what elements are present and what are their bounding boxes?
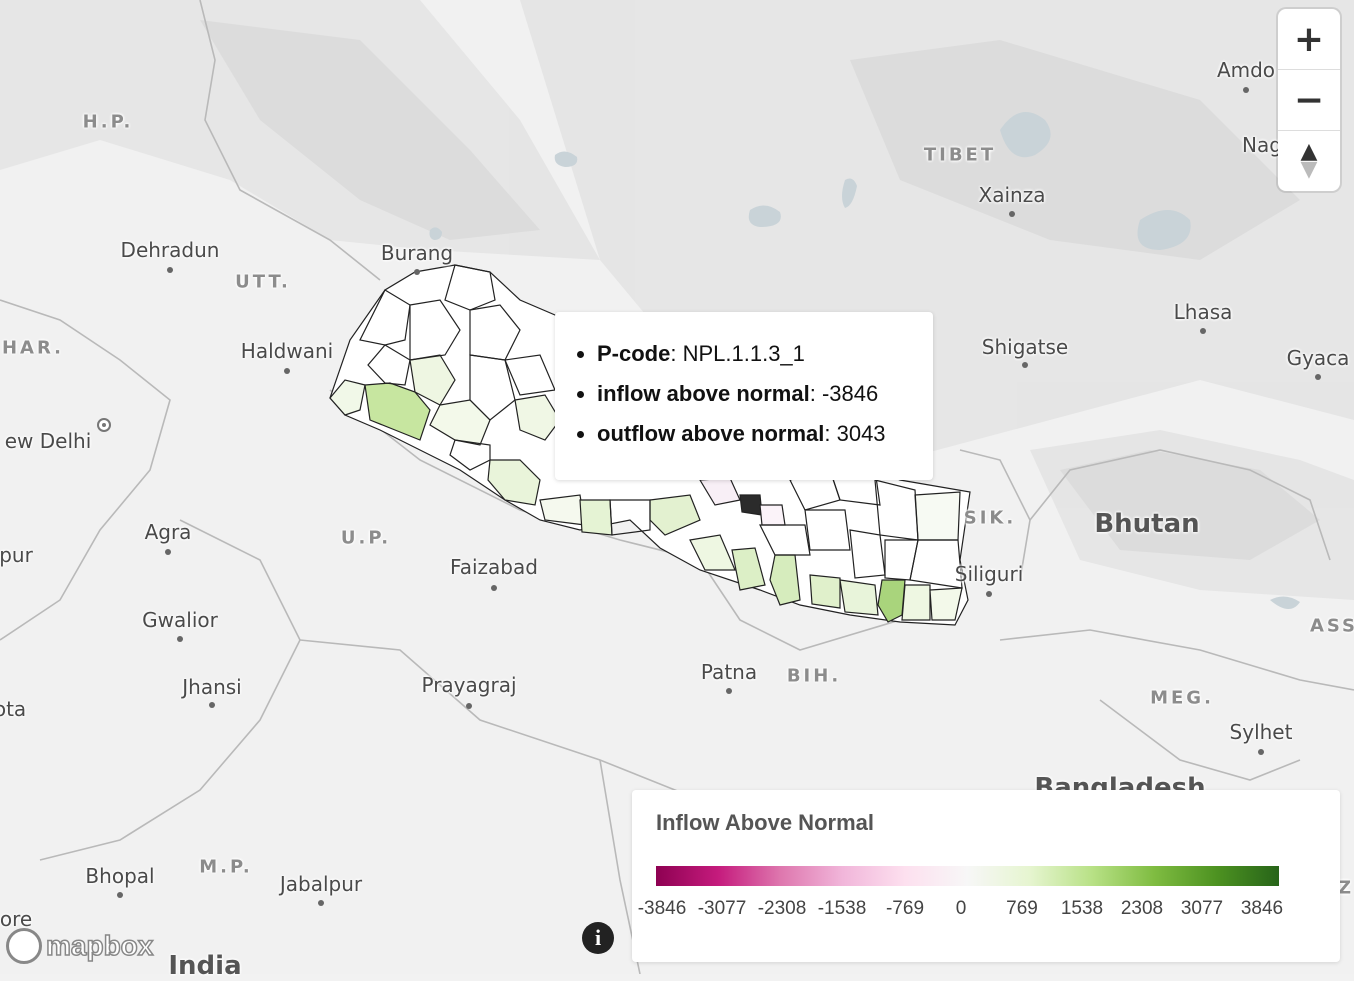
city-dot — [1009, 211, 1015, 217]
city-dot — [726, 688, 732, 694]
city-label: Gyaca — [1286, 346, 1350, 370]
tooltip-key: inflow above normal — [597, 381, 810, 406]
city-dot — [1243, 87, 1249, 93]
city-dot — [986, 591, 992, 597]
city-dot — [1315, 374, 1321, 380]
city-label: ew Delhi — [4, 429, 92, 453]
tooltip-key: P-code — [597, 341, 671, 366]
city-label: ore — [0, 907, 33, 931]
legend-tick-label: -1538 — [817, 898, 867, 919]
region-label: TIBET — [923, 144, 997, 166]
mapbox-logo-icon — [6, 928, 42, 964]
zoom-out-button[interactable]: − — [1278, 70, 1340, 131]
city-dot — [284, 368, 290, 374]
legend-tick-label: 3077 — [1180, 898, 1224, 919]
city-label: Nag — [1242, 133, 1282, 157]
region-label: SIK. — [963, 507, 1017, 529]
city-dot — [209, 702, 215, 708]
compass-south-icon: ▼ — [1300, 157, 1318, 182]
lakes — [429, 112, 1300, 610]
city-label: Agra — [144, 520, 192, 544]
city-label: Burang — [380, 241, 454, 265]
region-label: H.P. — [82, 111, 134, 133]
city-label: Jhansi — [182, 675, 242, 699]
tooltip-value: NPL.1.1.3_1 — [682, 341, 805, 366]
city-dot — [491, 585, 497, 591]
city-label: Amdo — [1216, 58, 1276, 82]
legend-tick-label: -769 — [885, 898, 925, 919]
city-label: Dehradun — [120, 238, 220, 262]
legend-tick-label: 2308 — [1120, 898, 1164, 919]
city-label: Sylhet — [1229, 720, 1293, 744]
info-icon[interactable]: i — [582, 922, 614, 954]
tooltip-item: outflow above normal: 3043 — [597, 414, 933, 454]
legend-color-ramp — [656, 866, 1279, 886]
legend-title: Inflow Above Normal — [656, 810, 874, 835]
region-label: U.P. — [340, 527, 392, 549]
city-dot — [165, 549, 171, 555]
district-tooltip: P-code: NPL.1.1.3_1inflow above normal: … — [555, 312, 933, 480]
mapbox-logo-text: mapbox — [45, 929, 154, 962]
region-label: MEG. — [1150, 687, 1214, 709]
city-dot — [177, 636, 183, 642]
tooltip-value: 3043 — [836, 421, 886, 446]
region-label: HAR. — [1, 337, 65, 359]
legend-tick-label: -3077 — [697, 898, 747, 919]
city-dot — [1022, 362, 1028, 368]
legend-tick-label: 0 — [955, 898, 967, 919]
city-label: Faizabad — [450, 555, 538, 579]
city-dot — [117, 892, 123, 898]
city-label: Haldwani — [240, 339, 334, 363]
country-label: India — [168, 951, 242, 981]
region-label: M.P. — [199, 856, 253, 878]
city-label: Prayagraj — [421, 673, 517, 697]
region-label: UTT. — [235, 271, 291, 293]
capital-marker-icon — [97, 418, 111, 432]
city-label: Gwalior — [142, 608, 218, 632]
city-label: Bhopal — [85, 864, 155, 888]
tooltip-item: P-code: NPL.1.1.3_1 — [597, 334, 933, 374]
legend-tick-label: 1538 — [1060, 898, 1104, 919]
tooltip-item: inflow above normal: -3846 — [597, 374, 933, 414]
legend-tick-label: 769 — [1006, 898, 1038, 919]
region-label: ASS — [1309, 615, 1354, 637]
city-label: Xainza — [978, 183, 1046, 207]
city-label: Patna — [700, 660, 758, 684]
map-controls: + − ▲ ▼ — [1278, 9, 1340, 191]
country-label: Bhutan — [1094, 509, 1200, 539]
compass-north-icon: ▲ — [1300, 139, 1318, 164]
region-label: BIH. — [786, 665, 842, 687]
city-dot — [167, 267, 173, 273]
city-label: ota — [0, 697, 27, 721]
city-label: Lhasa — [1173, 300, 1233, 324]
city-dot — [1200, 328, 1206, 334]
city-dot — [466, 703, 472, 709]
tooltip-list: P-code: NPL.1.1.3_1inflow above normal: … — [555, 312, 933, 454]
tooltip-key: outflow above normal — [597, 421, 825, 446]
legend-tick-label: -2308 — [757, 898, 807, 919]
city-label: pur — [0, 543, 33, 567]
city-dot — [414, 269, 420, 275]
terrain-highlight — [200, 20, 1320, 560]
mapbox-logo[interactable]: mapbox — [6, 928, 154, 964]
city-label: Siliguri — [954, 562, 1024, 586]
city-label: Jabalpur — [279, 872, 363, 896]
city-dot — [318, 900, 324, 906]
tooltip-value: -3846 — [821, 381, 879, 406]
city-dot — [1258, 749, 1264, 755]
zoom-in-button[interactable]: + — [1278, 9, 1340, 70]
legend: Inflow Above Normal -3846 -3077 -2308 -1538… — [632, 790, 1340, 962]
region-label: Z — [1337, 877, 1354, 899]
compass-button[interactable]: ▲ ▼ — [1278, 131, 1340, 191]
legend-tick-label: 3846 — [1240, 898, 1284, 919]
city-label: Shigatse — [981, 335, 1069, 359]
legend-tick-label: -3846 — [637, 898, 687, 919]
